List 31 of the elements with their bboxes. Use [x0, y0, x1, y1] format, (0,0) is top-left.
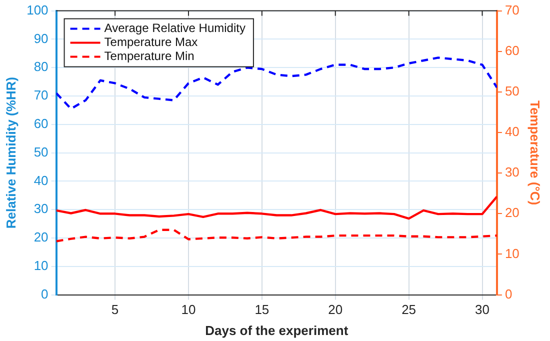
- legend-label: Average Relative Humidity: [104, 21, 246, 36]
- y2-tick-label: 70: [504, 2, 520, 18]
- y2-tick-label: 40: [504, 124, 520, 140]
- y-tick-label: 50: [34, 144, 48, 160]
- y2-tick-label: 0: [504, 286, 512, 302]
- y-tick-label: 30: [34, 201, 48, 216]
- x-tick-label: 20: [328, 302, 343, 318]
- y-tick-label: 70: [34, 88, 48, 103]
- y2-tick-label: 60: [504, 42, 520, 58]
- y2-axis-title: Temperature (°C): [528, 100, 543, 206]
- y-tick-label: 100: [26, 2, 48, 18]
- y2-tick-label: 10: [504, 246, 520, 261]
- x-tick-label: 10: [181, 302, 196, 318]
- y-axis-title: Relative Humidity (%HR): [3, 76, 18, 229]
- legend-label: Temperature Min: [104, 49, 194, 64]
- y2-tick-label: 50: [504, 84, 520, 99]
- y-tick-label: 90: [34, 30, 48, 46]
- y-tick-label: 20: [34, 230, 48, 245]
- legend-label: Temperature Max: [104, 35, 198, 50]
- y-tick-label: 80: [34, 59, 48, 74]
- y2-tick-label: 30: [504, 164, 520, 180]
- x-tick-label: 15: [254, 302, 270, 318]
- x-tick-label: 5: [111, 302, 119, 318]
- y2-tick-label: 20: [504, 205, 520, 220]
- y-tick-label: 60: [34, 116, 48, 131]
- y-tick-label: 10: [34, 258, 48, 273]
- x-tick-label: 25: [402, 302, 416, 318]
- x-axis-title: Days of the experiment: [205, 322, 349, 338]
- y-tick-label: 40: [34, 172, 48, 188]
- y-tick-label: 0: [41, 286, 48, 302]
- x-tick-label: 30: [475, 302, 490, 318]
